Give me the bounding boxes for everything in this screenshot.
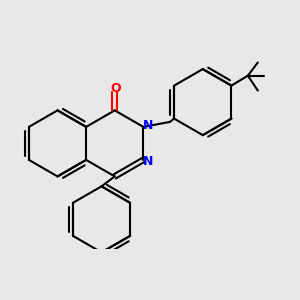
Text: O: O [110, 82, 121, 95]
Text: N: N [143, 119, 154, 132]
Text: N: N [143, 155, 154, 168]
